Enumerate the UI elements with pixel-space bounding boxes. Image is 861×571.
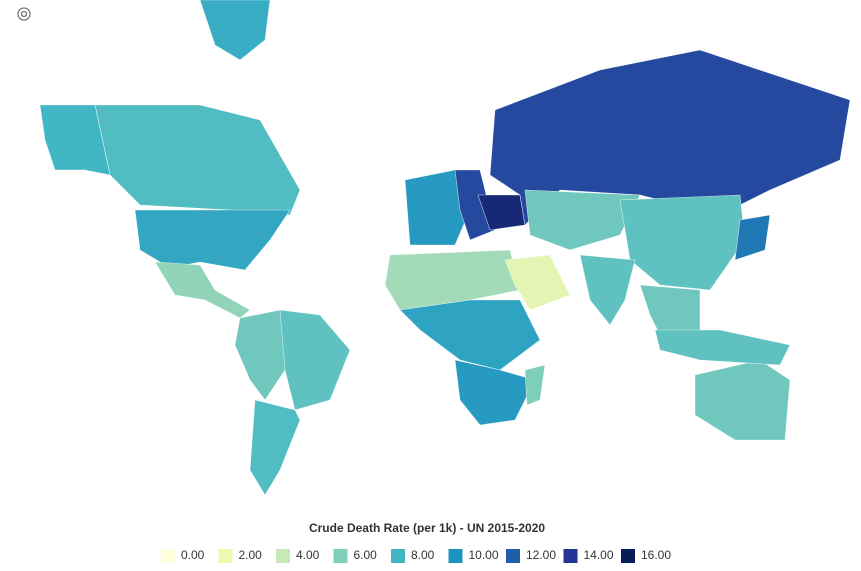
region [279,309,351,411]
region [504,254,571,311]
gear-outer [17,7,31,21]
region [579,254,636,326]
legend-title: Crude Death Rate (per 1k) - UN 2015-2020 [309,521,545,535]
region [734,214,771,261]
region [154,261,251,319]
legend-swatch [161,549,175,563]
legend-swatch [333,549,348,563]
legend-swatch [276,549,290,563]
legend-label: 14.00 [584,548,614,562]
region [399,299,541,371]
legend-swatch [563,549,578,563]
settings-icon[interactable] [17,7,31,21]
legend-swatch [448,549,463,563]
region [454,359,536,426]
region [524,189,641,251]
regions [39,0,851,496]
legend-swatch [218,549,233,563]
region [524,364,546,406]
region [694,359,791,441]
legend: 0.00 2.00 4.00 6.00 8.00 10.00 12.00 14.00 16.00 [161,548,671,563]
region [249,399,301,496]
region [199,0,271,61]
region [454,169,496,241]
legend-label: 16.00 [641,548,671,562]
region [404,169,471,246]
legend-label: 8.00 [411,548,435,562]
legend-label: 12.00 [526,548,556,562]
region [654,329,791,366]
legend-label: 10.00 [469,548,499,562]
region [134,209,291,271]
legend-swatch [506,549,520,563]
legend-label: 4.00 [296,548,320,562]
region [619,194,746,291]
legend-label: 6.00 [354,548,378,562]
legend-label: 0.00 [181,548,205,562]
gear-inner [20,10,28,18]
region [94,104,301,216]
region [39,104,111,176]
legend-swatch [621,549,635,563]
legend-label: 2.00 [239,548,263,562]
legend-swatch [391,549,405,563]
